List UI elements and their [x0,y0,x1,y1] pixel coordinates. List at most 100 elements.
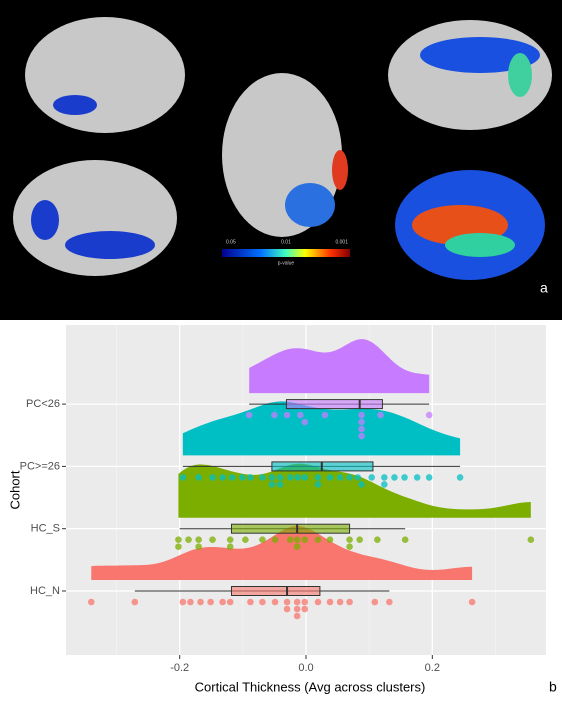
data-point [293,605,301,613]
data-point [219,598,226,606]
panel-label: a [540,280,548,296]
data-point [294,474,302,481]
data-point [209,474,216,481]
data-point [268,474,276,481]
data-point [326,536,334,543]
plot: -0.2 0.0 0.2 HC_N HC_S PC>=26 PC<26 [20,325,546,674]
data-point [358,425,365,433]
data-point [87,598,95,606]
data-point [425,474,433,481]
data-point [175,536,182,543]
data-point [175,543,182,550]
y-tick-label: PC<26 [26,398,60,410]
data-point [358,432,365,440]
data-point [238,474,246,481]
data-point [179,598,187,606]
data-point [346,598,353,606]
data-point [286,474,294,481]
data-point [326,598,334,606]
data-point [301,418,309,426]
brain-images [13,17,552,280]
data-point [381,481,388,488]
data-point [271,411,278,419]
data-point [219,474,226,481]
data-point [195,474,202,481]
data-point [209,536,216,543]
panel-label: b [549,679,557,695]
data-point [368,474,375,481]
data-point [226,598,234,606]
data-point [271,598,279,606]
data-point [276,474,284,481]
data-point [356,536,363,543]
data-point [354,474,362,481]
data-point [185,536,192,543]
x-tick-label: 0.2 [425,662,440,674]
data-point [207,598,214,606]
data-point [276,481,284,488]
data-point [336,474,344,481]
data-point [391,474,398,481]
colorbar [222,249,350,257]
density-cloud [91,526,473,580]
data-point [336,598,344,606]
colorbar-label: 0.05 [226,239,236,245]
data-point [314,481,322,488]
data-point [301,474,309,481]
y-tick-label: HC_S [31,523,60,535]
data-point [247,598,254,606]
data-point [401,536,409,543]
data-point [401,474,408,481]
data-point [187,598,194,606]
data-point [242,536,249,543]
data-point [456,474,464,481]
data-point [283,411,291,419]
data-point [259,474,266,481]
data-point [297,411,304,419]
data-point [259,536,266,543]
data-point [271,536,279,543]
data-point [381,474,388,481]
x-axis-label: Cortical Thickness (Avg across clusters) [195,679,426,694]
data-point [326,474,334,481]
data-point [293,536,301,543]
y-axis-label: Cohort [7,470,22,509]
data-point [425,411,433,419]
data-point [374,536,381,543]
x-tick-label: 0.0 [298,662,313,674]
data-point [283,605,291,613]
data-point [293,598,301,606]
data-point [195,536,202,543]
data-point [286,536,294,543]
data-point [358,418,365,426]
data-point [131,598,139,606]
data-point [371,598,379,606]
density-cloud [178,463,531,518]
data-point [346,474,353,481]
data-point [301,605,309,613]
box [230,523,351,534]
data-point [259,598,266,606]
data-point [413,474,421,481]
data-point [314,536,322,543]
data-point [293,612,301,620]
data-point [346,543,353,550]
data-point [226,543,234,550]
data-point [386,598,393,606]
data-point [226,536,234,543]
data-point [301,598,309,606]
data-point [179,474,187,481]
data-point [358,411,365,419]
colorbar-label: 0.01 [281,239,291,245]
data-point [247,474,254,481]
data-point [195,543,202,550]
y-tick-label: HC_N [30,585,60,597]
data-point [314,598,322,606]
data-point [268,481,276,488]
colorbar-label: 0.001 [335,239,348,245]
data-point [527,536,535,543]
data-point [301,536,309,543]
y-tick-label: PC>=26 [20,460,60,472]
data-point [228,474,236,481]
